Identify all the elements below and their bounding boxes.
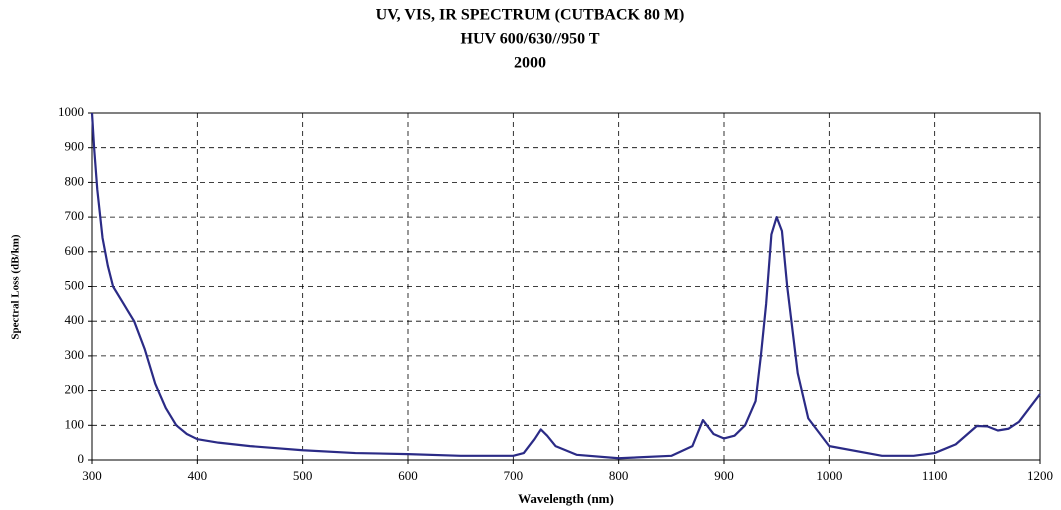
x-tick-label: 300	[82, 468, 102, 483]
y-tick-label: 500	[65, 277, 85, 292]
y-tick-label: 400	[65, 312, 85, 327]
x-tick-label: 400	[188, 468, 208, 483]
x-tick-label: 600	[398, 468, 418, 483]
y-tick-label: 300	[65, 347, 85, 362]
y-tick-label: 1000	[58, 104, 84, 119]
y-tick-label: 600	[65, 243, 85, 258]
chart-title: UV, VIS, IR SPECTRUM (CUTBACK 80 M)	[376, 7, 685, 24]
y-tick-label: 800	[65, 173, 85, 188]
y-tick-label: 100	[65, 416, 85, 431]
chart-subtitle: 2000	[514, 55, 546, 72]
plot-frame	[91, 112, 1041, 461]
y-axis-label: Spectral Loss (dB/km)	[10, 234, 22, 339]
x-axis-label: Wavelength (nm)	[518, 491, 614, 506]
y-tick-label: 200	[65, 382, 85, 397]
x-tick-label: 800	[609, 468, 629, 483]
x-tick-label: 500	[293, 468, 313, 483]
y-tick-label: 0	[78, 451, 85, 466]
chart-subtitle: HUV 600/630//950 T	[461, 31, 600, 48]
y-tick-label: 900	[65, 139, 85, 154]
data-line	[90, 112, 1041, 460]
x-tick-label: 900	[714, 468, 734, 483]
x-tick-label: 1200	[1027, 468, 1053, 483]
y-tick-label: 700	[65, 208, 85, 223]
x-tick-label: 1000	[816, 468, 842, 483]
x-tick-label: 700	[504, 468, 524, 483]
x-tick-label: 1100	[922, 468, 948, 483]
